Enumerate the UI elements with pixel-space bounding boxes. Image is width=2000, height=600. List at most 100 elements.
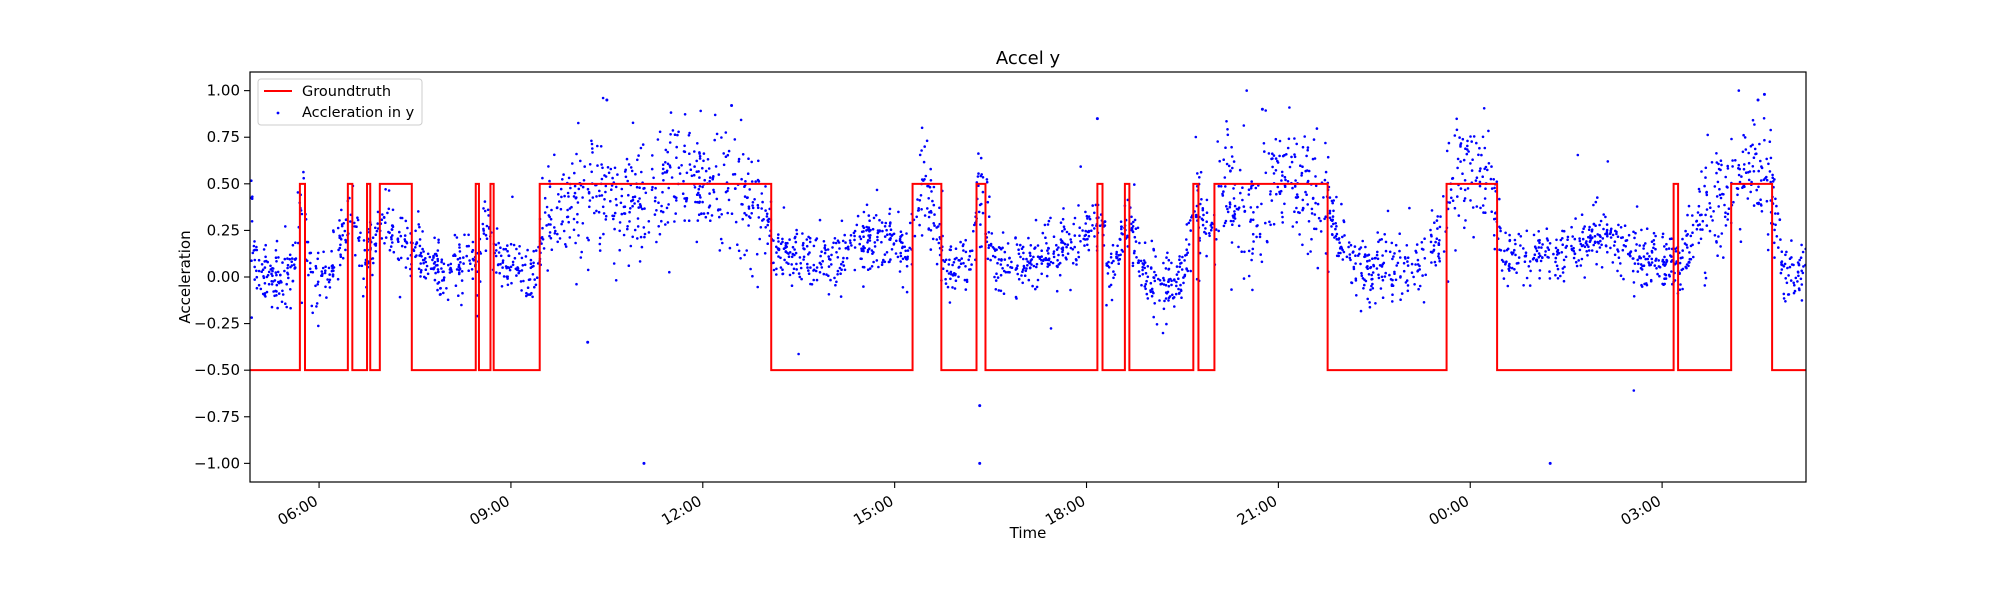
scatter-point xyxy=(629,244,633,248)
scatter-point xyxy=(941,259,945,262)
scatter-point xyxy=(703,178,706,182)
scatter-point xyxy=(291,243,295,247)
scatter-point xyxy=(1343,234,1346,237)
scatter-point xyxy=(655,240,658,244)
scatter-point xyxy=(1228,205,1232,209)
scatter-point xyxy=(1315,127,1319,130)
scatter-point xyxy=(1035,285,1039,289)
scatter-point xyxy=(1663,277,1666,281)
scatter-point xyxy=(1044,256,1048,260)
scatter-point xyxy=(275,239,279,243)
scatter-point xyxy=(986,200,990,204)
scatter-point xyxy=(1225,162,1229,166)
scatter-point xyxy=(620,187,624,191)
scatter-point xyxy=(1470,140,1473,143)
scatter-point xyxy=(1199,202,1202,206)
scatter-point xyxy=(866,268,870,272)
scatter-point xyxy=(637,154,640,157)
scatter-point xyxy=(1294,179,1297,182)
scatter-point xyxy=(250,316,253,319)
scatter-point xyxy=(978,245,982,249)
scatter-point xyxy=(1722,193,1725,196)
scatter-point xyxy=(860,247,863,250)
scatter-point xyxy=(1371,271,1375,274)
scatter-point xyxy=(989,244,993,247)
scatter-point xyxy=(1481,204,1485,207)
scatter-point xyxy=(314,264,318,268)
scatter-point xyxy=(997,289,1001,292)
scatter-point xyxy=(471,248,475,252)
scatter-point xyxy=(532,264,535,268)
groundtruth-line xyxy=(250,182,1806,372)
scatter-point xyxy=(1232,187,1235,190)
scatter-point xyxy=(929,248,933,251)
scatter-point xyxy=(1585,243,1589,246)
scatter-point xyxy=(1172,296,1176,299)
scatter-point xyxy=(1454,249,1457,252)
scatter-point xyxy=(1472,135,1476,138)
scatter-point xyxy=(892,232,896,236)
scatter-point xyxy=(340,224,344,228)
scatter-point xyxy=(455,268,459,271)
scatter-point xyxy=(638,186,641,189)
scatter-point xyxy=(387,207,391,211)
scatter-point xyxy=(949,270,953,274)
scatter-point xyxy=(1679,256,1683,260)
scatter-point xyxy=(1686,233,1689,236)
scatter-point xyxy=(1224,219,1228,223)
scatter-point xyxy=(1554,273,1557,277)
scatter-point xyxy=(781,237,784,241)
scatter-point xyxy=(867,228,871,231)
scatter-point xyxy=(979,223,982,226)
scatter-point xyxy=(422,250,425,253)
scatter-point xyxy=(1249,218,1253,221)
scatter-point xyxy=(1593,240,1597,244)
scatter-point xyxy=(547,165,550,168)
scatter-point xyxy=(835,280,838,284)
scatter-point xyxy=(418,238,422,241)
scatter-point xyxy=(1596,196,1599,199)
scatter-point xyxy=(1508,239,1511,243)
scatter-point xyxy=(1016,272,1019,276)
scatter-point xyxy=(294,266,297,270)
scatter-point xyxy=(281,289,284,293)
scatter-point xyxy=(422,261,425,265)
scatter-point xyxy=(833,237,837,240)
scatter-point xyxy=(277,292,281,295)
scatter-point xyxy=(629,166,633,169)
scatter-point xyxy=(1773,241,1776,245)
scatter-point xyxy=(1752,204,1756,207)
scatter-point xyxy=(792,267,796,271)
scatter-point xyxy=(1319,219,1322,223)
scatter-point xyxy=(1264,171,1268,175)
scatter-point xyxy=(1274,169,1278,172)
scatter-point xyxy=(532,249,535,253)
scatter-point xyxy=(1621,248,1625,252)
scatter-point xyxy=(1113,273,1117,276)
scatter-point xyxy=(257,258,261,262)
scatter-point xyxy=(662,179,665,182)
scatter-point xyxy=(321,266,325,270)
scatter-point xyxy=(1735,187,1739,190)
scatter-point xyxy=(1352,265,1356,269)
scatter-point xyxy=(1334,227,1337,231)
scatter-point xyxy=(419,270,423,274)
scatter-point xyxy=(1688,251,1691,254)
y-tick-label: 0.25 xyxy=(207,221,240,239)
scatter-point xyxy=(850,244,853,247)
scatter-point xyxy=(693,165,696,168)
scatter-point xyxy=(1738,180,1742,184)
scatter-point xyxy=(1605,230,1609,234)
scatter-point xyxy=(1293,137,1296,140)
scatter-point xyxy=(1581,237,1585,241)
scatter-point xyxy=(1205,254,1208,258)
scatter-point xyxy=(302,176,306,180)
scatter-point xyxy=(640,170,643,174)
scatter-point xyxy=(1467,150,1470,153)
scatter-point xyxy=(650,167,654,171)
scatter-point xyxy=(1051,261,1055,265)
scatter-point xyxy=(1395,264,1398,267)
scatter-point xyxy=(1587,245,1590,248)
scatter-point xyxy=(756,285,759,289)
scatter-point xyxy=(962,243,965,246)
